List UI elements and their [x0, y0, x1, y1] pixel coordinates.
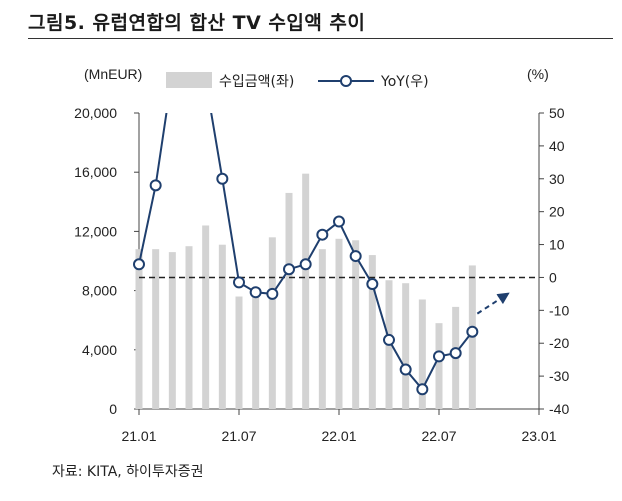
bar-import-value — [318, 249, 326, 409]
legend: 수입금액(좌) YoY(우) — [166, 72, 429, 90]
legend-bar-swatch — [166, 72, 212, 88]
bar-import-value — [352, 240, 360, 409]
yoy-point — [416, 383, 429, 396]
chart-title: 그림5. 유럽연합의 합산 TV 수입액 추이 — [28, 12, 366, 34]
yoy-point — [349, 250, 362, 263]
right-tick-label: -40 — [549, 401, 569, 417]
yoy-point — [266, 287, 279, 300]
bar-import-value — [285, 192, 293, 409]
bar-import-value — [218, 244, 226, 409]
yoy-point — [216, 172, 229, 185]
x-tick-label: 23.01 — [521, 428, 556, 444]
trend-arrow — [476, 292, 510, 315]
yoy-point — [383, 333, 395, 346]
bar-import-value — [235, 296, 243, 409]
right-tick-label: -30 — [549, 368, 569, 384]
right-axis-unit: (%) — [527, 66, 549, 82]
legend-line-marker — [340, 75, 352, 87]
bar-import-value — [402, 283, 410, 409]
left-axis-unit: (MnEUR) — [84, 66, 142, 82]
yoy-point — [299, 258, 312, 271]
left-tick-label: 8,000 — [82, 283, 117, 299]
bar-import-value — [335, 238, 343, 409]
left-tick-label: 0 — [109, 401, 117, 417]
x-tick-label: 21.01 — [121, 428, 156, 444]
yoy-point — [449, 347, 462, 360]
x-tick-label: 21.07 — [221, 428, 256, 444]
legend-bar-label: 수입금액(좌) — [219, 74, 294, 90]
right-tick-label: 30 — [549, 171, 565, 187]
yoy-point — [399, 363, 412, 376]
right-tick-label: -20 — [549, 335, 569, 351]
yoy-point — [233, 276, 245, 289]
left-tick-label: 20,000 — [74, 105, 117, 121]
left-tick-label: 4,000 — [82, 342, 117, 358]
x-tick-label: 22.01 — [321, 428, 356, 444]
left-tick-label: 16,000 — [74, 164, 117, 180]
yoy-point — [133, 258, 145, 271]
right-tick-label: -10 — [549, 302, 569, 318]
yoy-point — [316, 228, 329, 241]
bar-import-value — [302, 173, 310, 409]
bar-import-value — [268, 237, 276, 409]
right-tick-label: 50 — [549, 105, 565, 121]
yoy-point — [333, 215, 345, 228]
bar-import-value — [435, 323, 443, 409]
bar-import-value — [135, 249, 143, 409]
x-tick-label: 22.07 — [421, 428, 456, 444]
bar-import-value — [152, 249, 160, 409]
right-tick-label: 20 — [549, 204, 565, 220]
yoy-point — [433, 350, 445, 363]
bar-import-value — [418, 299, 426, 409]
right-tick-label: 40 — [549, 138, 565, 154]
yoy-point — [283, 263, 295, 276]
bar-import-value — [185, 246, 193, 409]
source-note: 자료: KITA, 하이투자증권 — [52, 464, 204, 480]
bar-import-value — [168, 252, 176, 409]
bar-import-value — [368, 255, 376, 409]
bar-import-value — [252, 290, 260, 409]
right-tick-label: 10 — [549, 237, 565, 253]
legend-line-label: YoY(우) — [380, 74, 429, 90]
yoy-point — [249, 286, 262, 299]
right-tick-label: 0 — [549, 269, 557, 285]
yoy-point — [466, 325, 479, 338]
yoy-point — [149, 179, 162, 192]
title-divider — [28, 38, 613, 39]
yoy-point — [366, 278, 379, 291]
bar-import-value — [202, 225, 210, 409]
left-tick-label: 12,000 — [74, 223, 117, 239]
